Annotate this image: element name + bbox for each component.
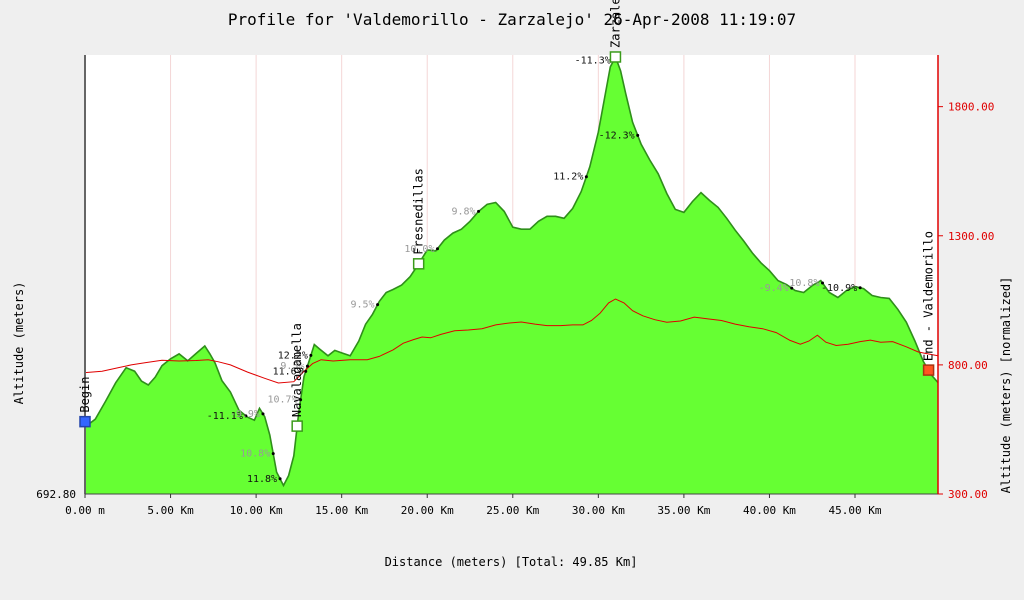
grade-dot (376, 303, 380, 307)
y-tick-label-left: 692.80 (36, 488, 76, 501)
grade-label: 10.7% (267, 395, 297, 406)
grade-label: -11.1% (207, 411, 243, 422)
x-tick-label: 10.00 Km (230, 504, 283, 517)
grade-labels: -11.1%-9.9%10.8%11.8%10.7%11.6%9.5%12.2%… (207, 55, 862, 485)
grade-label: 9.5% (351, 300, 375, 311)
grade-dot (244, 414, 248, 418)
x-axis-label: Distance (meters) [Total: 49.85 Km] (385, 555, 638, 569)
x-tick-label: 45.00 Km (829, 504, 882, 517)
waypoints: Begin Navalagamella Fresnedillas Zarzalejo E… (78, 0, 936, 432)
grade-dot (477, 209, 481, 213)
x-tick-label: 5.00 Km (147, 504, 194, 517)
x-tick-label: 0.00 m (65, 504, 105, 517)
y-tick-label-right: 300.00 (948, 488, 988, 501)
waypoint-label: End - Valdemorillo (922, 231, 936, 361)
grade-dot (790, 286, 794, 290)
grade-dot (858, 286, 862, 290)
waypoint-label: Begin (78, 377, 92, 413)
grade-dot (309, 353, 313, 357)
normalized-line (84, 298, 939, 384)
grade-dot (305, 364, 309, 368)
grade-dot (636, 133, 640, 137)
grade-label: 11.8% (247, 474, 277, 485)
grade-label: 10.8% (240, 449, 270, 460)
grade-label: 10.0% (404, 244, 434, 255)
grade-dot (278, 477, 282, 481)
grade-label: 11.6% (273, 366, 303, 377)
x-tick-label: 35.00 Km (657, 504, 710, 517)
grade-dot (584, 175, 588, 179)
grade-dot (261, 412, 265, 416)
grade-label: 12.2% (278, 350, 308, 361)
y-ticks: 692.80 300.00 800.00 1300.00 1800.00 (36, 101, 994, 501)
waypoint-marker (291, 420, 303, 432)
waypoint-label: Fresnedillas (412, 168, 426, 255)
normalized-line-layer (84, 298, 939, 384)
x-tick-label: 25.00 Km (486, 504, 539, 517)
grade-label: 9.5% (280, 361, 304, 372)
grade-label: -9.4% (759, 283, 789, 294)
y-tick-label-right: 1800.00 (948, 101, 994, 114)
profile-area (85, 57, 938, 494)
grade-dot (271, 452, 275, 456)
x-tick-label: 20.00 Km (401, 504, 454, 517)
chart-title: Profile for 'Valdemorillo - Zarzalejo' 2… (228, 10, 796, 29)
grade-dot (820, 281, 824, 285)
waypoint-label: Navalagamella (290, 323, 304, 417)
grade-label: 10.8% (789, 278, 819, 289)
y-axis-label-left: Altitude (meters) (12, 282, 26, 405)
x-ticks: 0.00 m 5.00 Km 10.00 Km 15.00 Km 20.00 Km 25.… (65, 494, 882, 517)
grade-label: -9.9% (230, 409, 260, 420)
grade-label: -11.3% (575, 55, 611, 66)
x-tick-label: 15.00 Km (315, 504, 368, 517)
grade-label: -12.3% (599, 130, 635, 141)
waypoint-marker (922, 364, 935, 376)
grade-dot (304, 369, 308, 373)
y-tick-label-right: 800.00 (948, 359, 988, 372)
profile-area-layer (84, 55, 939, 494)
waypoint-marker (412, 258, 425, 270)
grade-dot (435, 247, 439, 251)
y-axis-label-right: Altitude (meters) [normalized] (999, 277, 1013, 494)
profile-line (84, 55, 939, 488)
x-tick-label: 40.00 Km (743, 504, 796, 517)
grade-label: 11.2% (553, 172, 583, 183)
grade-label: -10.9% (821, 283, 857, 294)
y-tick-label-right: 1300.00 (948, 230, 994, 243)
waypoint-marker (609, 51, 622, 63)
x-tick-label: 30.00 Km (572, 504, 625, 517)
waypoint-marker (79, 415, 91, 428)
grade-dot (299, 398, 303, 402)
grade-label: 9.8% (451, 206, 475, 217)
waypoint-label: Zarzalejo (608, 0, 622, 48)
